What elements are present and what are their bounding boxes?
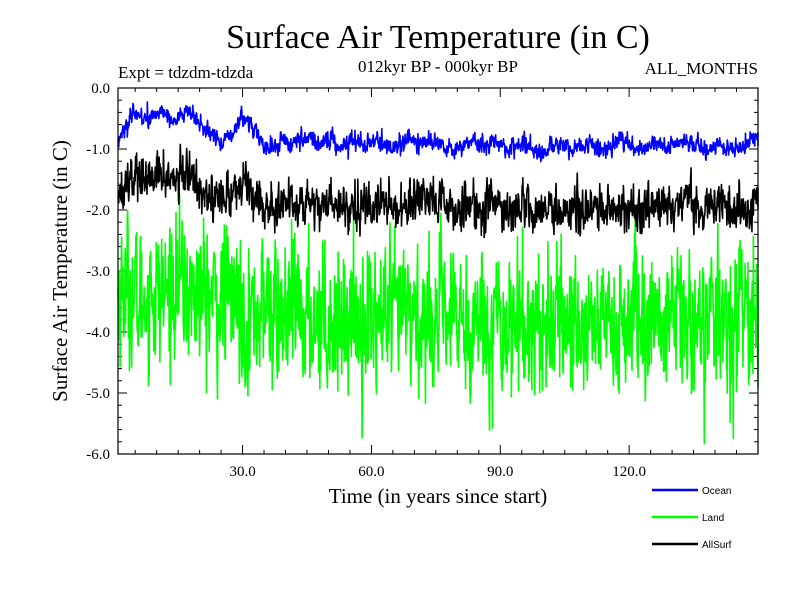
axis-tick-labels: 0.0 -1.0 -2.0 -3.0 -4.0 -5.0 -6.0 30.0 60.0 90.0 1… xyxy=(86,81,646,480)
x-axis-label: Time (in years since start) xyxy=(329,484,548,508)
y-tick-label: -4.0 xyxy=(86,325,110,341)
experiment-label: Expt = tdzdm-tdzda xyxy=(118,63,254,82)
x-tick-label: 60.0 xyxy=(358,464,384,480)
y-tick-label: 0.0 xyxy=(91,81,110,97)
plot-frame xyxy=(117,87,759,455)
legend: Ocean Land AllSurf xyxy=(652,486,732,551)
y-tick-label: -5.0 xyxy=(86,386,110,402)
x-tick-label: 120.0 xyxy=(612,464,646,480)
series-lines xyxy=(117,101,759,445)
series-line-allsurf xyxy=(117,143,759,239)
y-axis-label: Surface Air Temperature (in C) xyxy=(48,140,72,402)
legend-label-land: Land xyxy=(702,513,724,524)
series-line-land xyxy=(117,193,759,445)
legend-label-ocean: Ocean xyxy=(702,486,731,497)
x-tick-label: 90.0 xyxy=(487,464,513,480)
y-tick-label: -6.0 xyxy=(86,447,110,463)
chart-title: Surface Air Temperature (in C) xyxy=(226,19,650,56)
y-tick-label: -1.0 xyxy=(86,142,110,158)
months-label: ALL_MONTHS xyxy=(645,59,758,78)
legend-label-allsurf: AllSurf xyxy=(702,540,732,551)
series-line-ocean xyxy=(117,101,759,163)
x-tick-label: 30.0 xyxy=(229,464,255,480)
y-tick-label: -3.0 xyxy=(86,264,110,280)
chart-subtitle: 012kyr BP - 000kyr BP xyxy=(358,57,518,76)
y-tick-label: -2.0 xyxy=(86,203,110,219)
